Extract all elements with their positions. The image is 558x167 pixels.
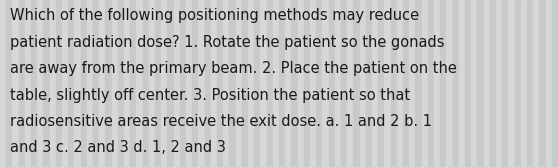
Bar: [335, 0, 341, 167]
Text: Which of the following positioning methods may reduce: Which of the following positioning metho…: [10, 8, 419, 23]
Bar: [118, 0, 124, 167]
Bar: [502, 0, 508, 167]
Bar: [99, 0, 105, 167]
Bar: [87, 0, 93, 167]
Bar: [453, 0, 459, 167]
Bar: [415, 0, 422, 167]
Bar: [341, 0, 347, 167]
Bar: [490, 0, 496, 167]
Bar: [136, 0, 143, 167]
Bar: [297, 0, 304, 167]
Bar: [62, 0, 68, 167]
Bar: [291, 0, 297, 167]
Bar: [459, 0, 465, 167]
Bar: [192, 0, 199, 167]
Bar: [478, 0, 484, 167]
Text: and 3 c. 2 and 3 d. 1, 2 and 3: and 3 c. 2 and 3 d. 1, 2 and 3: [10, 140, 226, 155]
Bar: [74, 0, 80, 167]
Bar: [50, 0, 56, 167]
Bar: [409, 0, 415, 167]
Bar: [254, 0, 261, 167]
Bar: [174, 0, 180, 167]
Bar: [112, 0, 118, 167]
Bar: [248, 0, 254, 167]
Bar: [217, 0, 223, 167]
Bar: [378, 0, 384, 167]
Bar: [440, 0, 446, 167]
Bar: [105, 0, 112, 167]
Bar: [353, 0, 359, 167]
Bar: [161, 0, 167, 167]
Bar: [242, 0, 248, 167]
Bar: [316, 0, 323, 167]
Text: are away from the primary beam. 2. Place the patient on the: are away from the primary beam. 2. Place…: [10, 61, 457, 76]
Bar: [496, 0, 502, 167]
Bar: [527, 0, 533, 167]
Bar: [93, 0, 99, 167]
Bar: [261, 0, 267, 167]
Bar: [285, 0, 291, 167]
Bar: [149, 0, 155, 167]
Bar: [37, 0, 44, 167]
Bar: [12, 0, 18, 167]
Bar: [273, 0, 279, 167]
Bar: [25, 0, 31, 167]
Bar: [279, 0, 285, 167]
Bar: [44, 0, 50, 167]
Bar: [310, 0, 316, 167]
Bar: [235, 0, 242, 167]
Bar: [484, 0, 490, 167]
Bar: [31, 0, 37, 167]
Bar: [80, 0, 87, 167]
Bar: [403, 0, 409, 167]
Bar: [18, 0, 25, 167]
Bar: [540, 0, 546, 167]
Bar: [329, 0, 335, 167]
Text: radiosensitive areas receive the exit dose. a. 1 and 2 b. 1: radiosensitive areas receive the exit do…: [10, 114, 432, 129]
Bar: [366, 0, 372, 167]
Bar: [0, 0, 6, 167]
Bar: [372, 0, 378, 167]
Bar: [130, 0, 136, 167]
Bar: [186, 0, 192, 167]
Bar: [167, 0, 174, 167]
Text: table, slightly off center. 3. Position the patient so that: table, slightly off center. 3. Position …: [10, 88, 410, 103]
Bar: [514, 0, 521, 167]
Bar: [521, 0, 527, 167]
Bar: [155, 0, 161, 167]
Bar: [397, 0, 403, 167]
Bar: [211, 0, 217, 167]
Bar: [471, 0, 478, 167]
Bar: [143, 0, 149, 167]
Bar: [323, 0, 329, 167]
Text: patient radiation dose? 1. Rotate the patient so the gonads: patient radiation dose? 1. Rotate the pa…: [10, 35, 445, 50]
Bar: [304, 0, 310, 167]
Bar: [359, 0, 366, 167]
Bar: [446, 0, 453, 167]
Bar: [552, 0, 558, 167]
Bar: [180, 0, 186, 167]
Bar: [199, 0, 205, 167]
Bar: [434, 0, 440, 167]
Bar: [205, 0, 211, 167]
Bar: [267, 0, 273, 167]
Bar: [422, 0, 428, 167]
Bar: [56, 0, 62, 167]
Bar: [428, 0, 434, 167]
Bar: [6, 0, 12, 167]
Bar: [384, 0, 391, 167]
Bar: [533, 0, 540, 167]
Bar: [546, 0, 552, 167]
Bar: [223, 0, 229, 167]
Bar: [229, 0, 235, 167]
Bar: [124, 0, 130, 167]
Bar: [391, 0, 397, 167]
Bar: [465, 0, 471, 167]
Bar: [508, 0, 514, 167]
Bar: [347, 0, 353, 167]
Bar: [68, 0, 74, 167]
